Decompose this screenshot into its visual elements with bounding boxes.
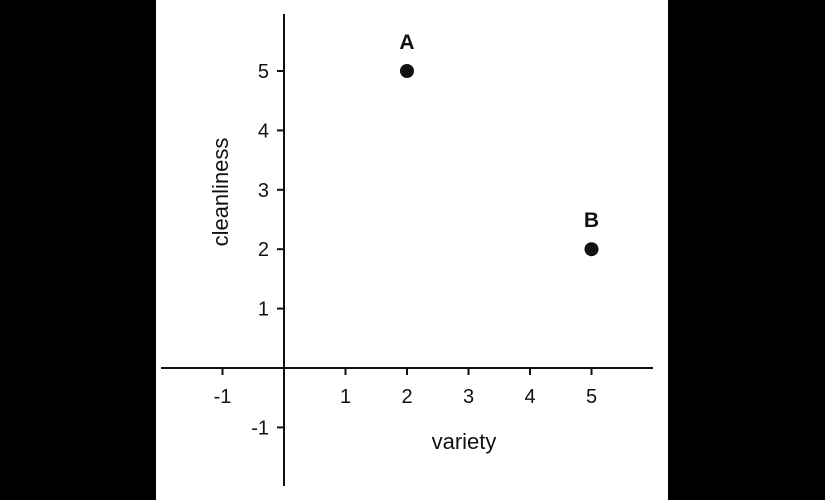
points: AB xyxy=(399,31,599,257)
data-point-a xyxy=(400,64,414,78)
axes xyxy=(161,14,653,486)
ticks: -1 1 2 3 4 5 -1 1 2 3 4 5 xyxy=(214,61,597,439)
y-tick-label: 2 xyxy=(258,239,269,261)
y-tick-label: 1 xyxy=(258,299,269,321)
data-point-b xyxy=(584,242,599,257)
y-tick-label: 5 xyxy=(258,61,269,83)
x-tick-label: -1 xyxy=(214,386,232,408)
y-axis-title: cleanliness xyxy=(208,138,233,247)
x-tick-label: 5 xyxy=(586,386,597,408)
x-tick-label: 3 xyxy=(463,386,474,408)
y-tick-label: 3 xyxy=(258,180,269,202)
x-tick-label: 1 xyxy=(340,386,351,408)
point-label-a: A xyxy=(399,31,414,54)
y-tick-label: -1 xyxy=(251,417,269,439)
x-axis-title: variety xyxy=(432,429,497,454)
x-tick-label: 4 xyxy=(524,386,535,408)
y-tick-label: 4 xyxy=(258,120,269,142)
point-label-b: B xyxy=(584,209,599,232)
x-tick-label: 2 xyxy=(401,386,412,408)
